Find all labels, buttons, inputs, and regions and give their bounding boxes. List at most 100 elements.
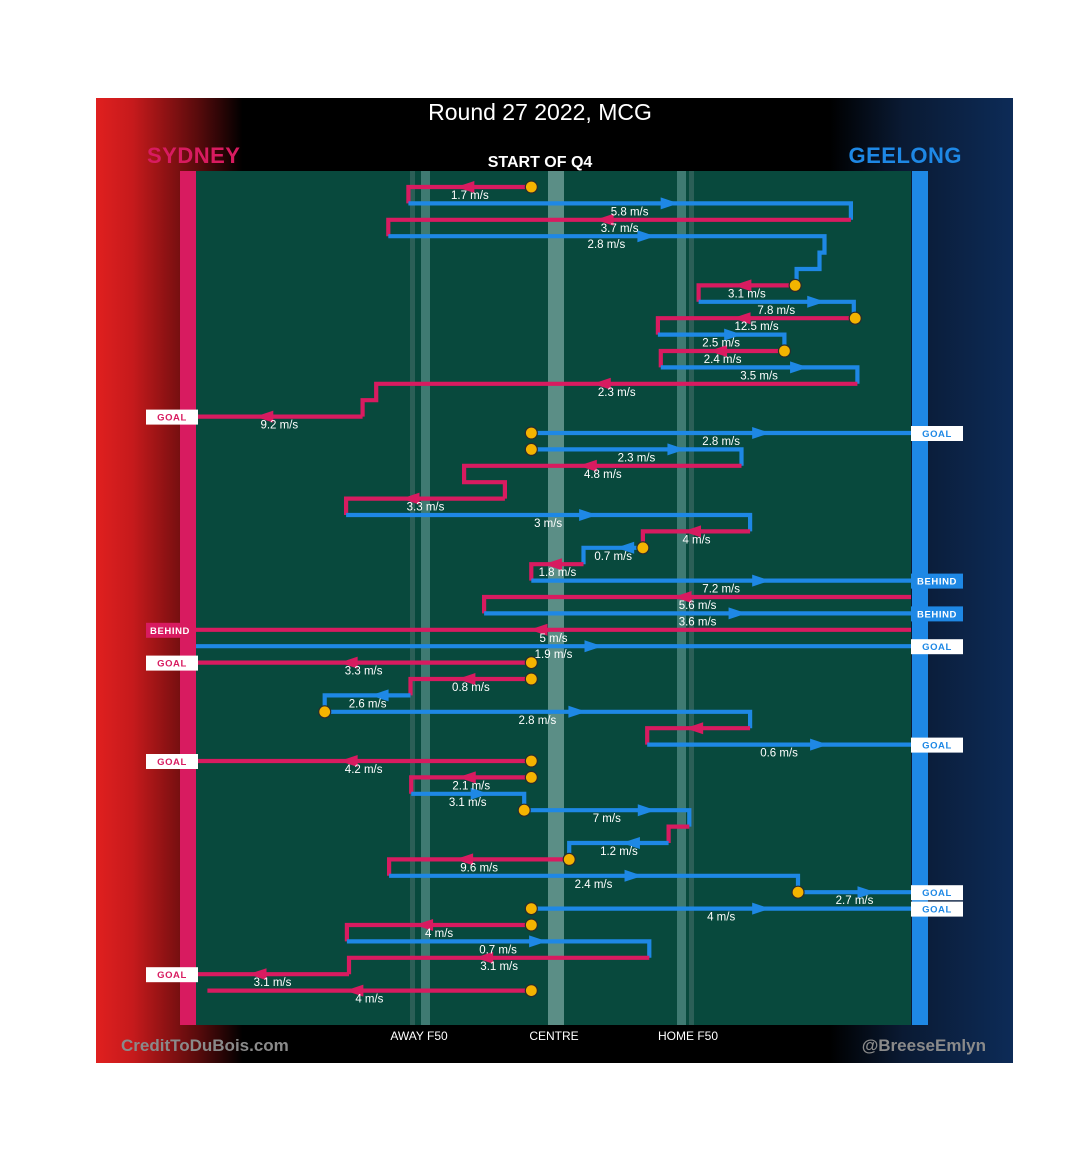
speed-label: 7 m/s: [593, 813, 621, 825]
direction-arrow: [457, 673, 476, 685]
speed-label: 4 m/s: [707, 912, 735, 924]
speed-label: 2.4 m/s: [575, 879, 613, 891]
speed-label: 4.8 m/s: [584, 469, 622, 481]
chain-sydney: [529, 562, 584, 581]
outcome-badge: [911, 901, 963, 917]
stoppage-marker: [788, 278, 802, 292]
speed-label: 1.9 m/s: [535, 649, 573, 661]
stoppage-marker: [517, 803, 531, 817]
speed-label: 2.4 m/s: [704, 354, 742, 366]
stoppage-marker: [524, 901, 538, 916]
x-axis: AWAY F50 CENTRE HOME F50: [390, 1029, 718, 1043]
direction-arrow: [752, 427, 771, 439]
outcome-badge: [911, 885, 963, 901]
direction-arrow: [568, 705, 587, 718]
speed-label: 2.5 m/s: [702, 338, 740, 350]
outcome-label: GOAL: [157, 413, 187, 424]
direction-arrow: [457, 771, 476, 784]
speed-label: 9.2 m/s: [260, 420, 298, 432]
chain-sydney: [360, 381, 858, 417]
speed-label: 4 m/s: [682, 534, 710, 546]
direction-arrow: [592, 377, 611, 390]
direction-arrow: [370, 689, 389, 702]
direction-arrow: [673, 591, 692, 603]
direction-arrow: [752, 902, 771, 915]
direction-arrow: [456, 181, 475, 193]
chain-sydney: [408, 676, 532, 696]
speed-label: 0.7 m/s: [479, 944, 517, 956]
outcome-label: GOAL: [157, 659, 187, 670]
outcome-label: GOAL: [922, 741, 952, 752]
chain-geelong: [408, 201, 853, 220]
direction-arrow: [543, 558, 562, 571]
stoppage-marker: [636, 541, 650, 555]
speed-label: 3 m/s: [534, 518, 562, 530]
direction-arrow: [595, 213, 614, 226]
chain-geelong: [346, 939, 652, 958]
outcome-badge: [911, 737, 963, 753]
speed-label: 4.2 m/s: [345, 764, 383, 776]
speed-label: 0.6 m/s: [760, 748, 798, 760]
direction-arrow: [248, 968, 267, 981]
speed-label: 4 m/s: [425, 928, 453, 940]
labels-layer: 1.7 m/s 5.8 m/s 3.7 m/s 2.8 m/s 3.1 m/s 7.8 m…: [254, 190, 874, 1006]
direction-arrow: [685, 722, 704, 735]
direction-arrow: [732, 312, 751, 325]
direction-arrow: [807, 295, 826, 308]
speed-label: 2.7 m/s: [836, 895, 874, 907]
speed-label: 3.1 m/s: [728, 288, 766, 300]
direction-arrow: [667, 443, 686, 456]
chart-subtitle: START OF Q4: [487, 154, 593, 171]
speed-label: 5.6 m/s: [679, 600, 717, 612]
credit-left: CreditToDuBois.com: [121, 1036, 289, 1055]
chain-sydney: [406, 184, 532, 204]
direction-arrow: [616, 541, 635, 554]
speed-label: 9.6 m/s: [460, 862, 498, 874]
chain-geelong: [660, 365, 860, 384]
chain-sydney: [409, 775, 532, 794]
direction-arrow: [529, 623, 548, 636]
direction-arrow: [810, 738, 829, 751]
direction-arrow: [709, 345, 728, 357]
direction-arrow: [733, 279, 752, 292]
speed-label: 3.3 m/s: [407, 502, 445, 514]
badges-layer: GOAL GOAL BEHIND BEHIND BEHIND GOAL GOAL GOAL GO…: [146, 409, 963, 983]
stoppage-marker: [318, 705, 332, 719]
speed-label: 1.7 m/s: [451, 190, 489, 202]
direction-arrow: [857, 886, 876, 899]
direction-arrow: [624, 869, 643, 882]
chain-geelong: [388, 234, 827, 286]
direction-arrow: [728, 607, 747, 620]
stoppage-marker: [524, 918, 538, 932]
stoppage-marker: [524, 754, 538, 768]
outcome-badge: [911, 573, 963, 589]
chain-sydney: [482, 594, 911, 614]
chain-sydney: [696, 283, 796, 302]
speed-label: 3.1 m/s: [480, 961, 518, 973]
away-f50-line-band: [421, 171, 430, 1025]
chain-sydney: [462, 463, 742, 499]
outcome-label: GOAL: [922, 905, 952, 916]
outcome-badge: [911, 606, 963, 622]
direction-arrow: [578, 459, 597, 472]
direction-arrow: [660, 197, 679, 210]
chain-sydney: [346, 955, 650, 975]
outcome-label: BEHIND: [150, 626, 190, 637]
speed-label: 2.1 m/s: [452, 780, 490, 792]
direction-arrow: [475, 951, 494, 964]
stoppage-marker: [562, 852, 576, 867]
chain-geelong: [524, 808, 692, 827]
direction-arrow: [621, 837, 640, 849]
direction-arrow: [345, 984, 364, 997]
speed-label: 3.1 m/s: [254, 977, 292, 989]
away-f50-line: [410, 171, 415, 1025]
stoppage-marker: [524, 770, 538, 785]
stoppage-marker: [524, 426, 538, 440]
direction-arrow: [339, 755, 358, 767]
x-tick-label: AWAY F50: [390, 1029, 448, 1043]
direction-arrow: [579, 509, 598, 521]
speed-label: 2.8 m/s: [519, 715, 557, 727]
geelong-goal-post: [912, 171, 928, 1025]
stoppage-marker: [524, 983, 538, 998]
